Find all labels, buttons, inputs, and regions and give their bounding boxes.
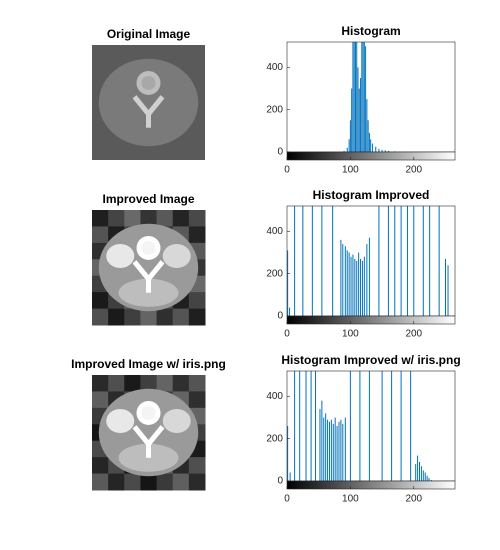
- colorbar: [286, 480, 456, 490]
- image-block: [140, 210, 158, 227]
- x-tick-label: 100: [342, 329, 359, 340]
- image-block: [188, 457, 206, 475]
- plot-area: [287, 371, 455, 481]
- image-block: [140, 308, 158, 326]
- spine: [132, 425, 165, 458]
- x-tick-label: 200: [405, 494, 422, 505]
- image-block: [108, 210, 125, 227]
- image-block: [156, 210, 174, 227]
- image-block: [188, 375, 206, 392]
- image-block: [124, 210, 141, 227]
- stems: [287, 371, 433, 481]
- y-tick-label: 400: [266, 226, 283, 237]
- image-block: [188, 210, 206, 227]
- image-block: [108, 473, 125, 491]
- colorbar: [286, 151, 456, 161]
- vertebra-inner: [141, 75, 156, 90]
- x-tick-label: 0: [284, 165, 290, 176]
- y-tick-label: 400: [266, 391, 283, 402]
- image-title: Original Image: [107, 27, 191, 41]
- image-block: [172, 210, 190, 227]
- image-block: [156, 308, 174, 326]
- y-tick-label: 0: [277, 311, 283, 322]
- vertebra-inner: [141, 405, 156, 420]
- y-tick-label: 0: [277, 476, 283, 487]
- x-tick-label: 0: [284, 494, 290, 505]
- image-block: [172, 308, 190, 326]
- image-block: [92, 391, 109, 409]
- chart-title: Histogram Improved w/ iris.png: [281, 353, 460, 367]
- x-tick-label: 200: [405, 329, 422, 340]
- image-block: [124, 473, 141, 491]
- image-block: [92, 473, 109, 491]
- organ: [162, 244, 191, 268]
- image-block: [188, 473, 206, 491]
- chart-title: Histogram: [341, 24, 400, 38]
- organ: [106, 409, 135, 433]
- stems: [287, 206, 449, 316]
- image-block: [188, 308, 206, 326]
- image-block: [92, 308, 109, 326]
- spine: [132, 260, 165, 293]
- image-block: [172, 473, 190, 491]
- image-block: [108, 375, 125, 392]
- image-block: [188, 391, 206, 409]
- image-block: [92, 457, 109, 475]
- stems: [340, 42, 402, 152]
- image: [92, 210, 206, 326]
- chart-title: Histogram Improved: [313, 188, 430, 202]
- spine: [132, 95, 165, 128]
- body: [98, 58, 199, 147]
- image-block: [92, 226, 109, 244]
- image-title: Improved Image w/ iris.png: [71, 357, 226, 371]
- image-block: [140, 375, 158, 392]
- image-block: [188, 292, 206, 310]
- x-tick-label: 200: [405, 165, 422, 176]
- y-tick-label: 400: [266, 62, 283, 73]
- vertebra-inner: [141, 240, 156, 255]
- x-tick-label: 100: [342, 494, 359, 505]
- organ: [162, 409, 191, 433]
- colorbar: [286, 315, 456, 325]
- y-tick-label: 200: [266, 268, 283, 279]
- x-tick-label: 0: [284, 329, 290, 340]
- image-block: [92, 375, 109, 392]
- image: [92, 45, 205, 160]
- image-block: [172, 375, 190, 392]
- y-tick-label: 200: [266, 104, 283, 115]
- image: [92, 375, 206, 491]
- image-block: [156, 473, 174, 491]
- x-tick-label: 100: [342, 165, 359, 176]
- y-tick-label: 0: [277, 147, 283, 158]
- image-block: [124, 308, 141, 326]
- image-block: [140, 473, 158, 491]
- image-block: [92, 292, 109, 310]
- image-block: [124, 375, 141, 392]
- plot-area: [287, 42, 455, 152]
- image-block: [188, 226, 206, 244]
- organ: [106, 244, 135, 268]
- y-tick-label: 200: [266, 433, 283, 444]
- image-block: [92, 210, 109, 227]
- plot-area: [287, 206, 455, 316]
- image-block: [108, 308, 125, 326]
- image-title: Improved Image: [102, 192, 194, 206]
- image-block: [156, 375, 174, 392]
